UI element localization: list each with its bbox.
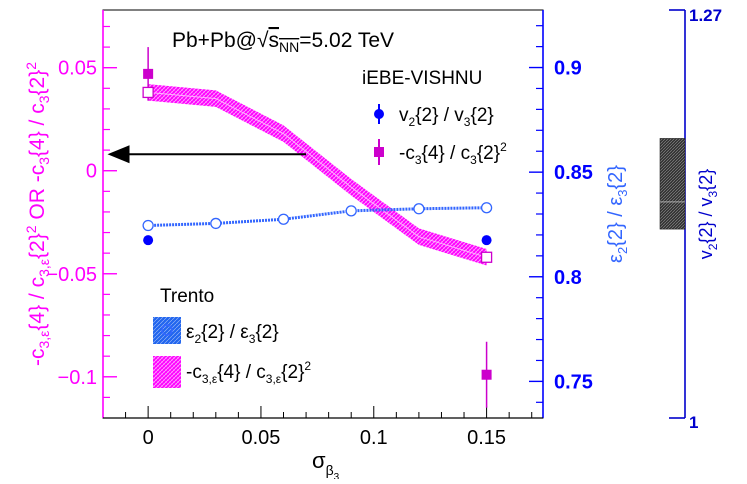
eps-ratio-point-5	[480, 202, 493, 214]
left-tick-label-2: −0.05	[46, 264, 97, 286]
x-tick-label-1: 0.05	[241, 427, 280, 449]
eps-ratio-point-0	[142, 219, 154, 232]
svg-text:ε2{2} / ε3{2}: ε2{2} / ε3{2}	[186, 322, 279, 346]
chart-title: Pb+Pb@√sNN=5.02 TeV	[172, 29, 394, 55]
legend-model: v2{2} / v3{2} -c3{4} / c3{2}2	[374, 104, 507, 167]
v2v3-point-0	[143, 235, 154, 246]
legend-entry-eps-ratio: ε2{2} / ε3{2}	[153, 317, 279, 346]
x-axis-title: σβ3	[312, 448, 340, 479]
trento-label: Trento	[160, 286, 214, 307]
legend-trento: ε2{2} / ε3{2} -c3,ε{4} / c3,ε{2}2	[153, 317, 311, 388]
far-axis: 1.27 1	[659, 6, 722, 432]
left-tick-label-1: 0	[86, 161, 97, 183]
svg-text:v2{2} / v3{2}: v2{2} / v3{2}	[399, 105, 494, 129]
eps-ratio-point-1	[210, 217, 222, 230]
legend-entry-v2v3: v2{2} / v3{2}	[374, 104, 494, 129]
far-axis-title: v2{2} / v3{2}	[696, 169, 720, 259]
svg-text:-c3,ε{4} / c3,ε{2}2: -c3,ε{4} / c3,ε{2}2	[186, 359, 311, 386]
c3-point-0	[143, 68, 154, 79]
legend-entry-c3: -c3{4} / c3{2}2	[374, 139, 507, 167]
hollow-marker-0	[142, 86, 154, 99]
ticks-layer: 0 0.05 0.1 0.15 0.05 0 −0.05 −0.1 0.9 0.85 0.8 0.75	[46, 25, 593, 449]
eps-ratio-point-3	[345, 205, 357, 217]
left-tick-label-0: 0.05	[58, 58, 97, 80]
right-tick-label-0: 0.9	[554, 58, 582, 80]
legend-entry-c3eps: -c3,ε{4} / c3,ε{2}2	[153, 356, 311, 388]
far-axis-band	[659, 138, 686, 230]
hollow-marker-1	[480, 251, 493, 263]
c3-point-1	[481, 369, 492, 380]
svg-text:-c3{4} / c3{2}2: -c3{4} / c3{2}2	[399, 140, 507, 167]
left-tick-label-3: −0.1	[58, 367, 97, 389]
model-label: iEBE-VISHNU	[362, 68, 482, 89]
series-band-c3eps-center	[148, 91, 487, 258]
x-tick-label-2: 0.1	[360, 427, 388, 449]
right-tick-label-2: 0.8	[554, 267, 582, 289]
x-tick-label-0: 0	[143, 427, 154, 449]
right-axis-title: ε2{2} / ε3{2}	[605, 165, 630, 263]
eps-ratio-point-4	[413, 203, 425, 215]
left-axis-title: -c3,ε{4} / c3,ε{2}2 OR -c3{4} / c3{2}2	[23, 62, 52, 366]
far-axis-bottom-label: 1	[689, 413, 698, 432]
v2v3-point-1	[481, 235, 492, 246]
far-axis-top-label: 1.27	[689, 6, 722, 25]
eps-ratio-point-2	[277, 213, 290, 225]
series-band-c3eps	[148, 84, 487, 266]
x-tick-label-3: 0.15	[467, 427, 506, 449]
arrow-head	[107, 145, 130, 164]
right-tick-label-3: 0.75	[554, 371, 593, 393]
right-tick-label-1: 0.85	[554, 162, 593, 184]
series-eps-ratio-line	[148, 206, 487, 228]
series-layer	[107, 47, 493, 408]
